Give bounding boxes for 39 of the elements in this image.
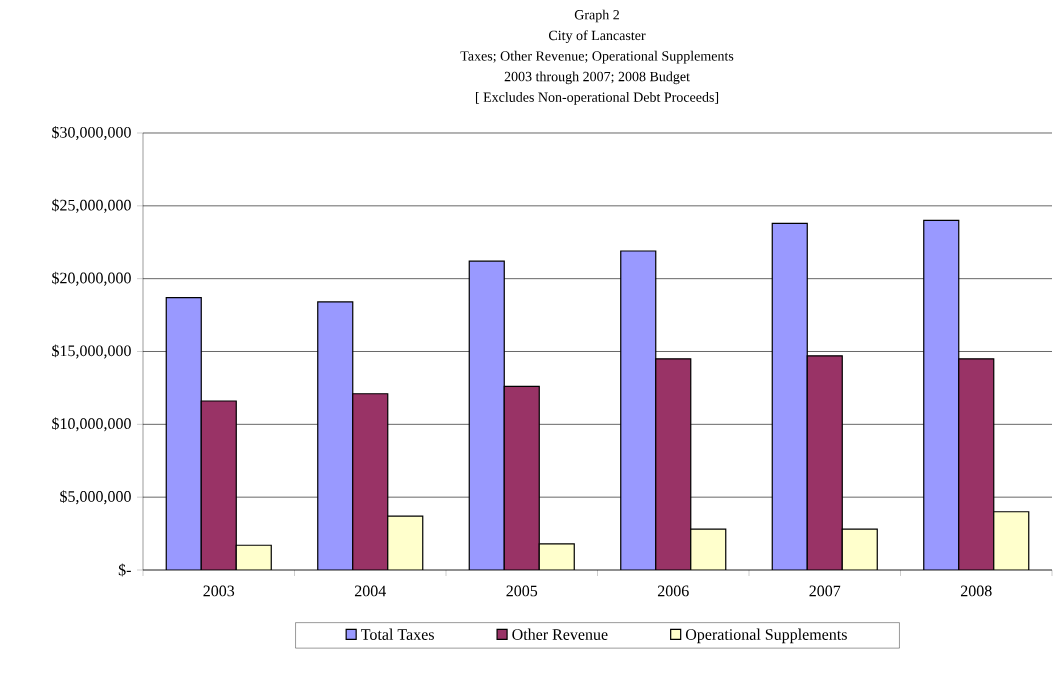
text: [ Excludes Non-operational Debt Proceeds] — [475, 92, 719, 105]
bar — [841, 528, 878, 570]
x-tick-label: 2004 — [354, 585, 386, 597]
legend-label: Operational Supplements — [685, 628, 847, 644]
x-tick-label: 2007 — [809, 585, 841, 597]
text: Taxes; Other Revenue; Operational Supplements — [460, 50, 734, 64]
bar — [620, 250, 656, 570]
bar — [690, 529, 726, 570]
x-tick-label: 2005 — [506, 585, 538, 597]
bar — [387, 515, 424, 570]
y-tick-label: $25,000,000 — [52, 198, 131, 213]
bar — [923, 219, 960, 570]
bar — [200, 400, 237, 570]
bar — [468, 260, 505, 570]
chart-subtitle: City of Lancaster — [548, 30, 646, 44]
y-tick-label: $- — [118, 563, 131, 577]
chart-title: Graph 2 — [574, 9, 619, 23]
legend-label: Total Taxes — [361, 628, 434, 640]
bar — [538, 543, 575, 570]
text: 2003 through 2007; 2008 Budget — [504, 71, 690, 85]
y-tick-label: $20,000,000 — [52, 271, 131, 286]
x-tick-label: 2006 — [657, 585, 689, 597]
bar — [655, 358, 691, 570]
bar — [317, 301, 354, 570]
bar — [503, 385, 540, 570]
legend-label: Other Revenue — [512, 628, 608, 640]
bar — [806, 355, 843, 570]
bar — [235, 544, 272, 570]
bar — [771, 222, 808, 570]
bar — [993, 511, 1030, 570]
y-tick-label: $10,000,000 — [52, 417, 131, 432]
x-tick-label: 2008 — [960, 585, 992, 597]
bar — [165, 297, 202, 570]
bar — [352, 393, 389, 570]
y-tick-label: $5,000,000 — [60, 490, 131, 505]
bar — [958, 358, 995, 570]
y-tick-label: $30,000,000 — [52, 125, 131, 141]
y-tick-label: $15,000,000 — [52, 344, 131, 359]
x-tick-label: 2003 — [203, 585, 235, 597]
